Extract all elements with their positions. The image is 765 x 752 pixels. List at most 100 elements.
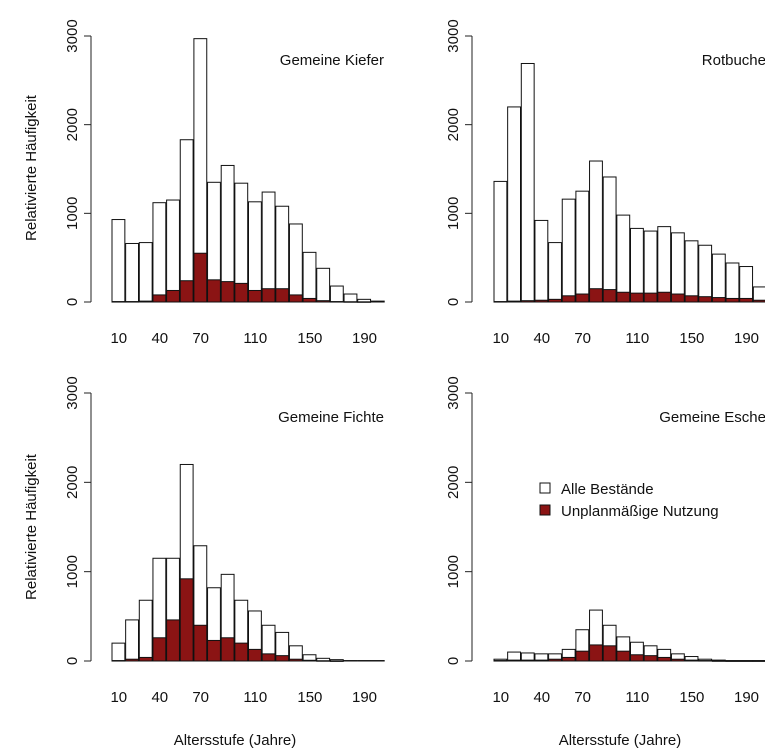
bar-unplanned-110 — [630, 654, 644, 662]
x-tick-label: 190 — [734, 330, 759, 347]
legend-label-unplanned: Unplanmäßige Nutzung — [561, 503, 719, 520]
bar-unplanned-150 — [302, 297, 317, 303]
x-tick-label: 40 — [151, 330, 168, 347]
bar-unplanned-190 — [739, 297, 754, 303]
bar-unplanned-60 — [561, 295, 576, 303]
y-tick-label: 2000 — [445, 108, 462, 141]
x-axis-title-right: Altersstufe (Jahre) — [559, 732, 682, 749]
bar-all-130 — [657, 226, 672, 303]
bar-unplanned-170 — [711, 297, 726, 303]
bar-all-120 — [643, 230, 658, 303]
bar-unplanned-30 — [520, 659, 535, 662]
bar-all-40 — [152, 202, 167, 303]
x-tick-label: 40 — [533, 689, 550, 706]
bar-all-10 — [111, 642, 126, 662]
bar-all-10 — [111, 219, 126, 303]
bar-all-60 — [561, 198, 576, 303]
x-tick-label: 70 — [192, 330, 209, 347]
bar-unplanned-60 — [561, 656, 576, 662]
bar-unplanned-140 — [670, 658, 685, 662]
bar-unplanned-160 — [698, 660, 713, 662]
bar-all-200 — [370, 300, 385, 303]
bar-unplanned-140 — [288, 658, 303, 662]
bar-unplanned-90 — [220, 637, 235, 662]
bar-all-150 — [302, 251, 317, 303]
bar-unplanned-130 — [275, 288, 290, 303]
y-tick-label: 0 — [445, 657, 462, 665]
bar-unplanned-180 — [343, 301, 358, 303]
x-tick-label: 110 — [625, 689, 649, 706]
bar-unplanned-180 — [725, 660, 740, 662]
panel-title-esche: Gemeine Esche — [659, 409, 765, 426]
y-tick-label: 2000 — [64, 108, 81, 141]
bar-unplanned-160 — [316, 660, 331, 662]
panel-title-fichte: Gemeine Fichte — [278, 409, 384, 426]
y-tick-label: 1000 — [445, 197, 462, 230]
bar-unplanned-130 — [275, 655, 290, 662]
bar-unplanned-30 — [520, 300, 535, 303]
bar-unplanned-180 — [725, 297, 740, 303]
bar-unplanned-10 — [493, 301, 508, 303]
bar-unplanned-30 — [138, 656, 153, 662]
bar-all-180 — [725, 262, 740, 303]
bar-unplanned-130 — [657, 291, 672, 303]
bar-unplanned-10 — [493, 660, 508, 662]
bar-unplanned-90 — [602, 645, 617, 662]
bar-all-110 — [630, 227, 644, 303]
bar-all-150 — [684, 240, 699, 303]
bar-unplanned-20 — [507, 659, 521, 662]
bar-unplanned-50 — [548, 658, 562, 662]
panel-title-rotbuche: Rotbuche — [702, 52, 765, 69]
bar-all-50 — [548, 242, 562, 303]
y-tick-label: 3000 — [64, 376, 81, 409]
y-tick-label: 1000 — [445, 555, 462, 588]
bar-unplanned-40 — [152, 637, 167, 662]
bar-unplanned-140 — [670, 293, 685, 303]
x-tick-label: 110 — [243, 689, 267, 706]
bar-all-160 — [698, 244, 713, 303]
panel-title-kiefer: Gemeine Kiefer — [280, 52, 384, 69]
panel-rotbuche: 0 1000 2000 3000 10 40 70 110 150 190 Rotbuche — [445, 19, 765, 347]
y-tick-label: 0 — [64, 657, 81, 665]
bar-unplanned-150 — [302, 659, 317, 662]
x-tick-label: 70 — [574, 689, 591, 706]
bar-all-160 — [316, 267, 331, 303]
bar-all-110 — [248, 201, 262, 303]
bar-all-30 — [138, 242, 153, 303]
bar-all-80 — [589, 160, 603, 303]
bar-unplanned-100 — [234, 282, 249, 303]
bar-unplanned-160 — [698, 296, 713, 303]
bar-all-140 — [670, 232, 685, 303]
bar-unplanned-200 — [752, 299, 765, 303]
bar-unplanned-120 — [643, 292, 658, 303]
x-tick-label: 110 — [625, 330, 649, 347]
bar-unplanned-110 — [248, 289, 262, 303]
y-tick-label: 2000 — [445, 466, 462, 499]
bar-unplanned-40 — [152, 294, 167, 303]
legend-swatch-unplanned — [539, 504, 551, 516]
legend-swatch-all — [539, 482, 551, 494]
bar-unplanned-60 — [179, 280, 194, 303]
bar-unplanned-150 — [684, 295, 699, 303]
x-tick-label: 10 — [492, 689, 509, 706]
bar-all-40 — [534, 219, 549, 303]
bar-unplanned-80 — [589, 288, 603, 303]
bar-all-140 — [288, 223, 303, 303]
bar-all-70 — [575, 190, 590, 303]
y-axis-title-bottom: Relativierte Häufigkeit — [23, 453, 40, 600]
bar-all-180 — [343, 293, 358, 303]
bar-all-30 — [138, 599, 153, 662]
bar-unplanned-170 — [711, 660, 726, 662]
bar-all-20 — [125, 242, 140, 303]
y-tick-label: 0 — [445, 298, 462, 306]
x-tick-label: 110 — [243, 330, 267, 347]
x-tick-label: 150 — [679, 330, 704, 347]
bar-unplanned-80 — [207, 279, 221, 303]
bar-unplanned-40 — [534, 659, 549, 662]
legend: Alle Bestände Unplanmäßige Nutzung — [539, 481, 719, 520]
y-axis-title-top: Relativierte Häufigkeit — [23, 94, 40, 241]
x-tick-label: 150 — [297, 330, 322, 347]
y-tick-label: 1000 — [64, 555, 81, 588]
y-tick-label: 3000 — [445, 376, 462, 409]
